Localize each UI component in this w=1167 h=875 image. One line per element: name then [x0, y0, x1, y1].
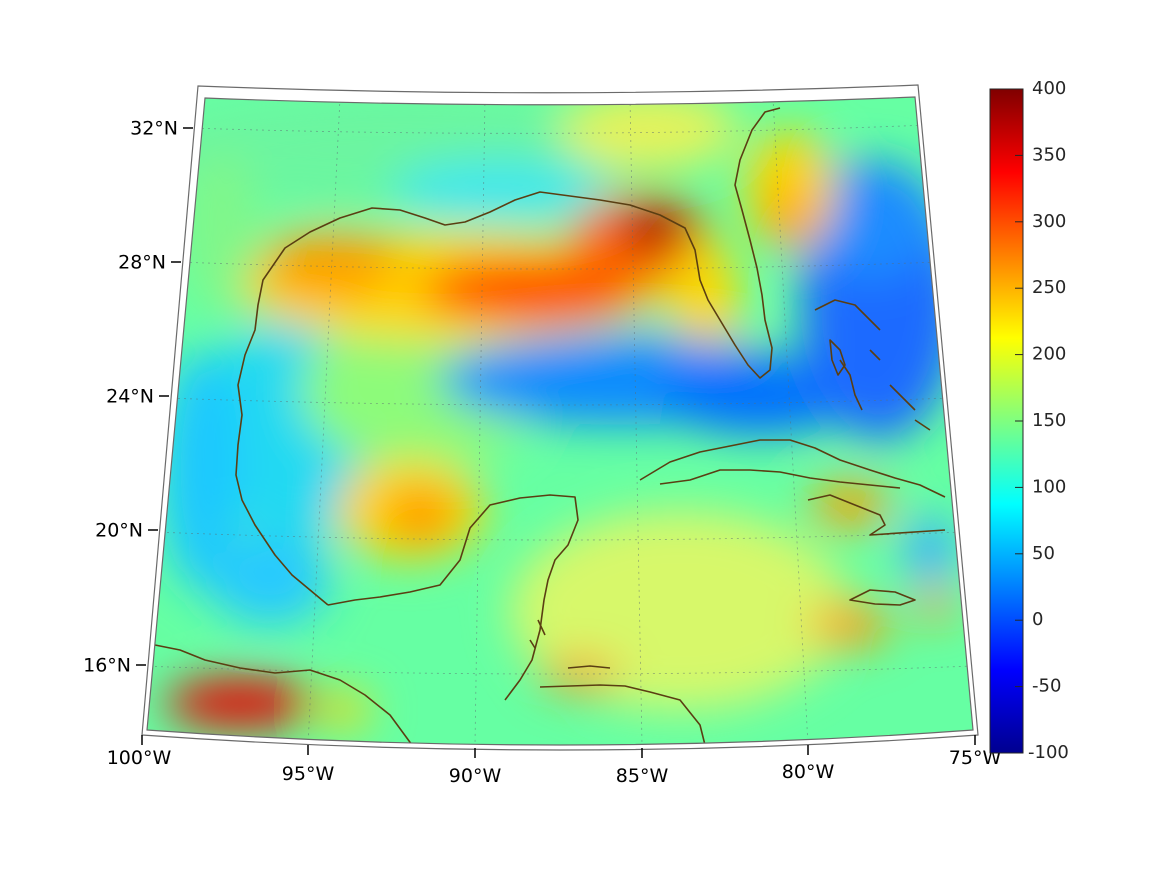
cb-label-300: 300 — [1032, 211, 1066, 232]
tick-marks — [136, 127, 976, 758]
shelf-orange-west — [260, 230, 400, 300]
parallel-24N — [165, 397, 953, 406]
colorbar-ticks — [1015, 88, 1023, 688]
hispaniola-coast — [807, 494, 946, 536]
cb-label-neg100: -100 — [1028, 742, 1069, 763]
caribbean-yellow — [510, 510, 850, 710]
ne-yellow-patch — [560, 97, 740, 170]
campeche-orange — [390, 490, 450, 540]
lon-label-80W: 80°W — [782, 761, 835, 783]
nw-green — [180, 150, 260, 310]
frame-outer — [141, 84, 979, 751]
bahamas-islands — [814, 299, 931, 431]
cuba-coast — [639, 439, 946, 498]
north-cyan-patch — [390, 160, 610, 220]
coastlines — [154, 107, 946, 745]
parallel-28N — [177, 261, 941, 270]
latitude-labels: 32°N 28°N 24°N 20°N 16°N — [83, 118, 178, 677]
lat-label-24N: 24°N — [106, 386, 154, 408]
straits-blue — [660, 355, 860, 435]
central-america-coast — [539, 684, 706, 745]
sw-red — [165, 678, 315, 728]
cb-label-100: 100 — [1032, 476, 1066, 497]
pacific-coast-mexico — [154, 644, 413, 745]
cb-label-150: 150 — [1032, 410, 1066, 431]
panhandle-darkred — [620, 200, 690, 256]
lon-label-90W: 90°W — [449, 765, 502, 787]
bahamas-andros — [829, 339, 846, 376]
lon-label-85W: 85°W — [616, 765, 669, 787]
cb-label-neg50: -50 — [1032, 676, 1061, 697]
lat-label-28N: 28°N — [118, 252, 166, 274]
sw-cyan — [210, 535, 330, 625]
west-cyan — [160, 350, 240, 590]
lon-label-100W: 100°W — [107, 747, 172, 769]
east-orange — [917, 587, 953, 623]
cuba-south-coast — [659, 469, 901, 489]
cb-label-350: 350 — [1032, 144, 1066, 165]
jamaica-orange — [810, 603, 890, 647]
lon-label-75W: 75°W — [949, 747, 1002, 769]
cb-label-250: 250 — [1032, 277, 1066, 298]
lat-label-16N: 16°N — [83, 655, 131, 677]
heatmap-blobs — [147, 97, 960, 728]
belize-cays — [529, 619, 546, 649]
cb-label-200: 200 — [1032, 344, 1066, 365]
gulf-green-center — [300, 310, 540, 470]
atlantic-plume-orange — [770, 190, 810, 250]
cb-label-400: 400 — [1032, 78, 1066, 99]
jamaica-coast — [849, 589, 916, 606]
hispaniola-orange — [810, 483, 890, 527]
cb-label-0: 0 — [1032, 609, 1043, 630]
parallel-20N — [154, 531, 963, 541]
heatmap-field — [147, 97, 973, 745]
caribbean-blue-east — [905, 515, 955, 585]
graticule — [147, 97, 973, 745]
shelf-red-core — [420, 260, 640, 320]
colorbar: 400 350 300 250 200 150 100 50 0 -50 -10… — [989, 78, 1069, 763]
frame-inner — [146, 96, 974, 746]
longitude-labels: 100°W 95°W 90°W 85°W 80°W 75°W — [107, 747, 1002, 787]
lat-label-32N: 32°N — [130, 118, 178, 140]
lat-label-20N: 20°N — [95, 520, 143, 542]
cb-label-50: 50 — [1032, 543, 1055, 564]
colorbar-labels: 400 350 300 250 200 150 100 50 0 -50 -10… — [1028, 78, 1069, 763]
gulf-coast-mexico-us — [235, 107, 781, 606]
sw-yellow — [320, 692, 370, 728]
bay-islands — [567, 665, 611, 669]
florida-yellow — [670, 240, 740, 360]
map-frame — [141, 84, 979, 751]
lon-label-95W: 95°W — [282, 763, 335, 785]
